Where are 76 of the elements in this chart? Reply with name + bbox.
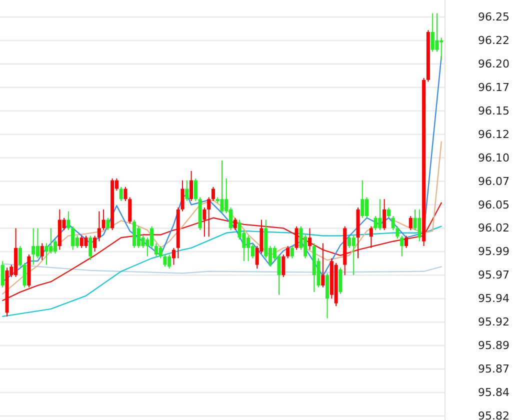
candlestick bbox=[207, 196, 211, 238]
y-tick-label: 95.84 bbox=[478, 386, 510, 400]
candlestick bbox=[352, 235, 356, 276]
y-tick-label: 96.07 bbox=[478, 174, 510, 188]
candlestick bbox=[202, 207, 206, 238]
y-tick-label: 96.25 bbox=[478, 10, 510, 24]
candlestick bbox=[36, 228, 40, 259]
candlestick bbox=[308, 228, 312, 250]
candlestick bbox=[158, 246, 162, 259]
y-tick-label: 96.17 bbox=[478, 80, 510, 94]
candlestick bbox=[286, 246, 290, 259]
candlestick bbox=[71, 226, 75, 250]
candlestick bbox=[220, 160, 224, 214]
candlestick bbox=[396, 226, 400, 240]
candlestick bbox=[119, 186, 123, 202]
candlestick bbox=[0, 260, 4, 288]
candlestick bbox=[369, 226, 373, 248]
line-series bbox=[2, 202, 442, 302]
y-tick-label: 96.05 bbox=[478, 198, 510, 212]
candlestick bbox=[282, 254, 286, 278]
candlestick bbox=[338, 267, 342, 294]
candlestick bbox=[408, 216, 412, 231]
y-tick-label: 95.89 bbox=[478, 339, 510, 352]
candlestick bbox=[128, 196, 132, 224]
candlestick bbox=[211, 186, 215, 202]
candlestick bbox=[80, 235, 84, 248]
y-tick-label: 96.22 bbox=[478, 34, 510, 47]
candlestick bbox=[88, 235, 92, 261]
candlestick bbox=[404, 235, 408, 248]
candlestick bbox=[418, 208, 422, 242]
candlestick bbox=[290, 246, 294, 259]
y-tick-label: 96.15 bbox=[478, 104, 510, 118]
candlestick bbox=[40, 242, 44, 261]
y-tick-label: 96.20 bbox=[478, 57, 510, 70]
candlestick bbox=[194, 178, 198, 202]
candlestick bbox=[18, 246, 22, 268]
candlestick bbox=[44, 242, 48, 266]
candlestick bbox=[93, 235, 97, 252]
candlestick bbox=[32, 228, 36, 266]
candlestick bbox=[163, 254, 167, 268]
candlestick bbox=[400, 235, 404, 257]
candlestick bbox=[391, 216, 395, 231]
candlestick bbox=[360, 180, 364, 218]
candlestick bbox=[326, 272, 330, 319]
candlestick bbox=[172, 247, 176, 266]
y-tick-label: 96.02 bbox=[478, 222, 510, 235]
candlestick bbox=[106, 217, 110, 231]
candlestick bbox=[102, 208, 106, 231]
candlestick bbox=[97, 210, 101, 242]
candlestick bbox=[84, 235, 88, 248]
candlestick bbox=[321, 242, 325, 288]
y-tick-label: 96.12 bbox=[478, 128, 510, 141]
candlestick bbox=[233, 217, 237, 231]
candlestick bbox=[378, 198, 382, 231]
candlestick bbox=[185, 180, 189, 202]
candlestick bbox=[382, 198, 386, 231]
candlestick bbox=[386, 207, 390, 218]
candlestick bbox=[190, 170, 194, 202]
candlestick bbox=[22, 262, 26, 288]
candlestick bbox=[294, 226, 298, 250]
candlestick bbox=[374, 216, 378, 231]
line-series bbox=[2, 226, 442, 318]
y-tick-label: 96.10 bbox=[478, 151, 510, 164]
candlestick bbox=[124, 186, 128, 202]
y-tick-label: 95.82 bbox=[478, 409, 510, 420]
y-tick-label: 95.94 bbox=[478, 292, 510, 306]
y-tick-label: 95.87 bbox=[478, 362, 510, 376]
candlestick bbox=[430, 12, 434, 52]
candlestick bbox=[435, 12, 439, 52]
candlestick bbox=[180, 180, 184, 212]
y-tick-label: 95.97 bbox=[478, 268, 510, 282]
y-tick-label: 95.99 bbox=[478, 245, 510, 258]
y-tick-label: 95.92 bbox=[478, 316, 510, 329]
line-series bbox=[2, 141, 442, 295]
candlestick bbox=[49, 228, 53, 254]
candlestick bbox=[66, 210, 70, 231]
